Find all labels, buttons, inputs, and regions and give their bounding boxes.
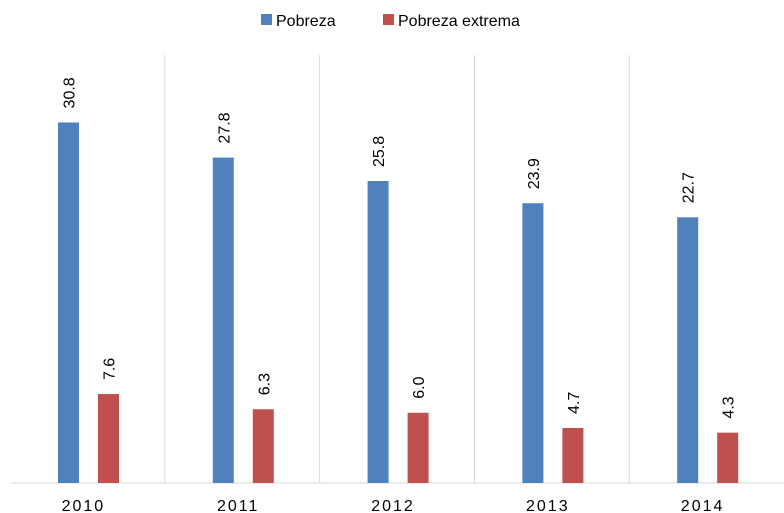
data-label: 23.9 <box>526 158 543 189</box>
legend-label: Pobreza <box>276 13 336 30</box>
legend-swatch <box>261 14 272 25</box>
data-label: 4.3 <box>721 396 738 418</box>
bar <box>407 412 429 483</box>
x-tick-label: 2011 <box>217 498 259 513</box>
data-label: 25.8 <box>371 136 388 167</box>
x-tick-label: 2010 <box>62 498 106 513</box>
data-label: 4.7 <box>566 392 583 414</box>
data-label: 30.8 <box>62 77 79 108</box>
bar <box>522 203 544 483</box>
data-label: 22.7 <box>681 172 698 203</box>
bar <box>562 427 584 483</box>
x-tick-label: 2014 <box>681 498 725 513</box>
bar <box>58 122 79 483</box>
legend-swatch <box>383 14 394 25</box>
data-label: 7.6 <box>102 358 119 380</box>
bar <box>212 157 234 483</box>
x-tick-label: 2013 <box>526 498 570 513</box>
data-label: 6.0 <box>411 376 428 398</box>
bar <box>677 217 699 483</box>
x-tick-label: 2012 <box>371 498 415 513</box>
bar <box>98 394 119 483</box>
bar <box>367 180 389 484</box>
bar <box>717 432 739 483</box>
data-label: 27.8 <box>216 112 233 143</box>
legend-label: Pobreza extrema <box>398 13 520 30</box>
data-label: 6.3 <box>256 373 273 395</box>
bar <box>252 409 274 483</box>
